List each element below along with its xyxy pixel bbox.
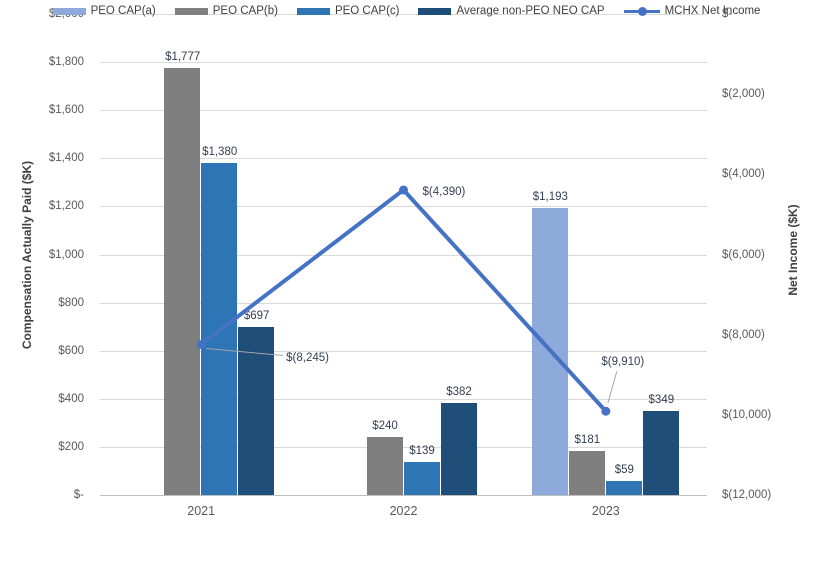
y-tick-left: $1,200 bbox=[48, 200, 84, 213]
bar-label: $382 bbox=[446, 386, 472, 398]
line-marker bbox=[399, 185, 408, 195]
bar-label: $1,193 bbox=[532, 191, 568, 203]
bar bbox=[366, 437, 403, 495]
gridline bbox=[100, 62, 707, 64]
legend-item: MCHX Net Income bbox=[623, 5, 761, 17]
y-tick-left: $1,400 bbox=[48, 152, 84, 165]
y-tick-right: $(6,000) bbox=[722, 248, 765, 261]
bar-label: $349 bbox=[648, 394, 675, 406]
line-data-label: $(9,910) bbox=[601, 356, 645, 369]
line-data-label: $(8,245) bbox=[286, 352, 329, 365]
x-category-label: 2023 bbox=[591, 504, 620, 518]
legend-swatch-icon bbox=[296, 7, 330, 15]
legend-label: PEO CAP(b) bbox=[212, 5, 278, 17]
legend-item: PEO CAP(b) bbox=[174, 5, 278, 17]
y-tick-right: $(10,000) bbox=[722, 408, 772, 421]
y-tick-right: $(2,000) bbox=[722, 88, 765, 101]
y-tick-left: $600 bbox=[58, 344, 84, 357]
y-tick-left: $800 bbox=[58, 296, 84, 309]
y-tick-right: $(8,000) bbox=[722, 328, 765, 341]
bar bbox=[531, 208, 568, 495]
bar-label: $1,777 bbox=[165, 51, 201, 63]
chart-legend: PEO CAP(a) PEO CAP(b) PEO CAP(c) Average no… bbox=[0, 0, 813, 22]
legend-item: PEO CAP(a) bbox=[52, 5, 156, 17]
bar bbox=[403, 462, 440, 495]
y-tick-right: $(12,000) bbox=[722, 489, 772, 501]
bar bbox=[238, 327, 275, 495]
x-category-label: 2021 bbox=[187, 504, 216, 518]
legend-item: PEO CAP(c) bbox=[296, 5, 400, 17]
y-tick-left: $1,800 bbox=[48, 56, 84, 69]
x-axis-line bbox=[100, 495, 707, 496]
y-tick-left: $- bbox=[73, 489, 84, 501]
bar bbox=[164, 68, 201, 495]
bar bbox=[605, 481, 642, 495]
bar bbox=[568, 451, 605, 495]
legend-dot bbox=[637, 6, 647, 16]
legend-label: PEO CAP(c) bbox=[334, 5, 400, 17]
legend-item: Average non-PEO NEO CAP bbox=[418, 5, 605, 17]
bar-label: $59 bbox=[614, 464, 634, 476]
legend-swatch-icon bbox=[418, 7, 452, 15]
bar-label: $181 bbox=[574, 434, 601, 446]
legend-label: PEO CAP(a) bbox=[90, 5, 156, 17]
bar-label: $139 bbox=[409, 445, 435, 457]
y-tick-left: $200 bbox=[58, 440, 84, 453]
legend-label: MCHX Net Income bbox=[664, 5, 761, 17]
bar bbox=[642, 411, 679, 495]
legend-label: Average non-PEO NEO CAP bbox=[456, 5, 605, 17]
gridline bbox=[100, 14, 707, 15]
bar bbox=[440, 403, 477, 495]
right-axis-title: Net Income ($K) bbox=[786, 204, 800, 296]
bar-label: $240 bbox=[372, 420, 398, 432]
legend-swatch-icon bbox=[174, 7, 208, 15]
bar-label: $1,380 bbox=[202, 146, 238, 158]
y-tick-left: $1,600 bbox=[48, 104, 84, 117]
gridline bbox=[100, 446, 707, 448]
y-tick-left: $400 bbox=[58, 392, 84, 405]
gridline bbox=[100, 158, 707, 160]
line-marker bbox=[601, 406, 611, 416]
y-tick-right: $(4,000) bbox=[722, 168, 765, 181]
legend-swatch-icon bbox=[52, 7, 86, 15]
line-data-label: $(4,390) bbox=[422, 185, 466, 198]
y-tick-left: $1,000 bbox=[48, 248, 84, 261]
x-category-label: 2022 bbox=[389, 504, 418, 518]
bar bbox=[201, 163, 238, 495]
legend-line-marker-icon bbox=[623, 6, 660, 16]
gridline bbox=[100, 110, 707, 112]
bar-label: $697 bbox=[243, 310, 270, 322]
y-tick-right: $- bbox=[722, 8, 733, 20]
